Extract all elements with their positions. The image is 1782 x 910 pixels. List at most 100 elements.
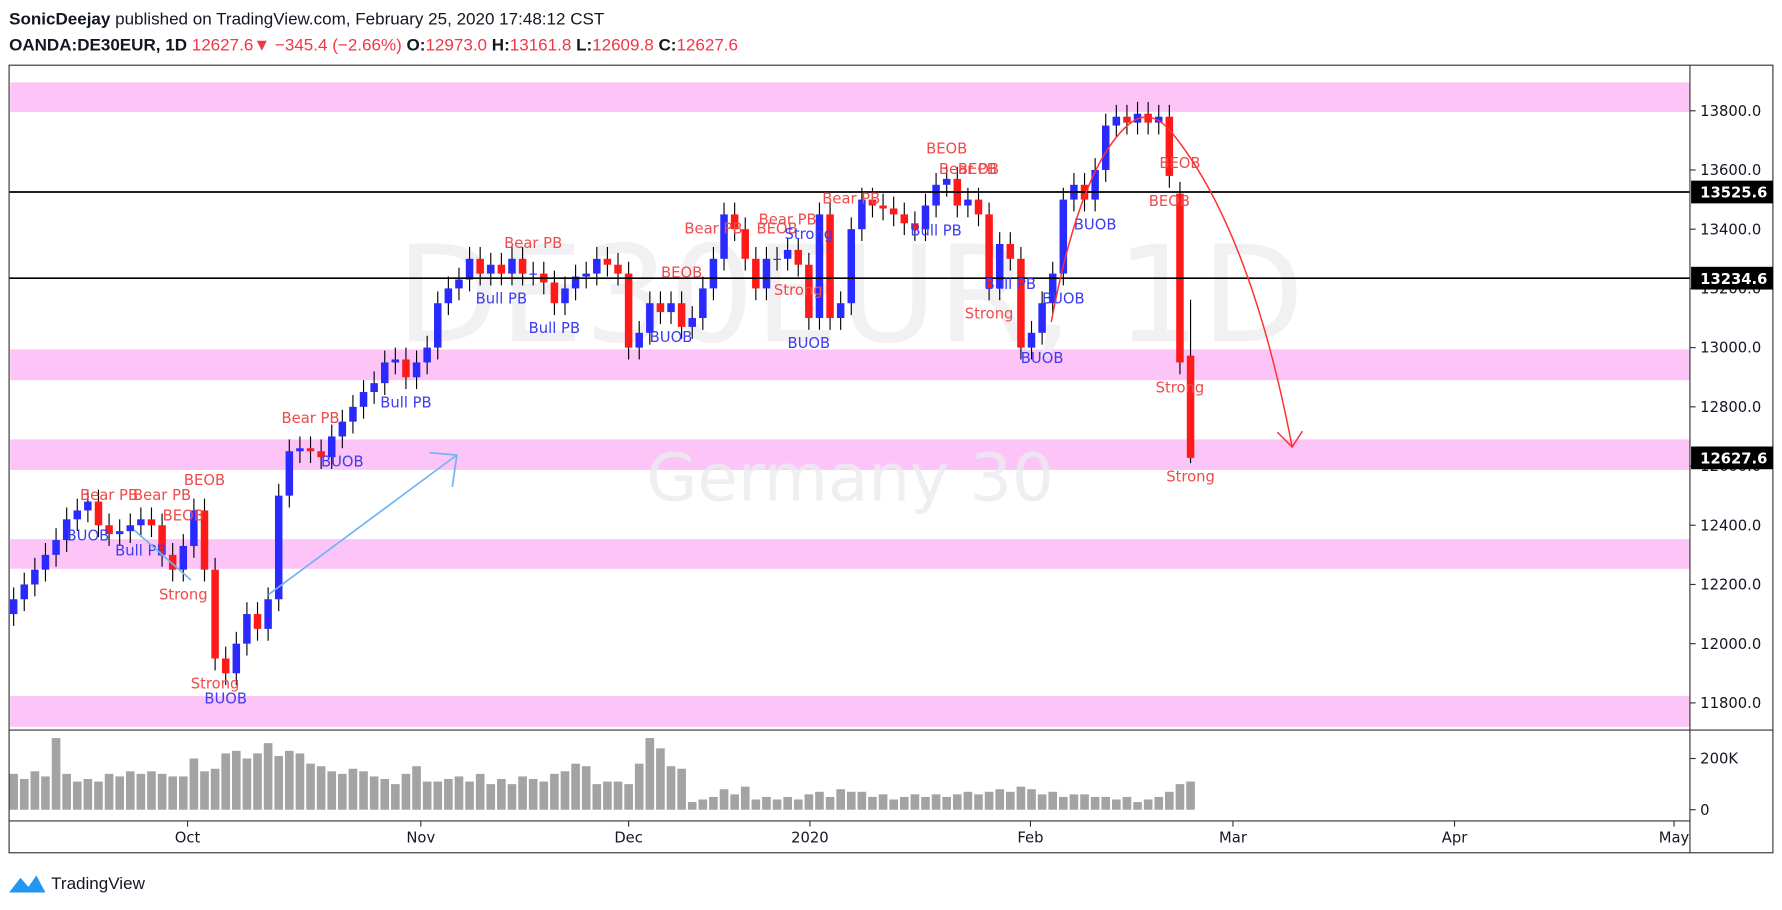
signal-label: Strong bbox=[785, 226, 834, 243]
volume-bar bbox=[677, 768, 686, 810]
volume-bar bbox=[30, 771, 40, 810]
volume-bar bbox=[1037, 794, 1047, 810]
volume-bar bbox=[783, 796, 792, 810]
signal-label: BEOB bbox=[756, 220, 797, 237]
candle-body bbox=[582, 273, 590, 277]
candle-body bbox=[794, 249, 803, 265]
candle-body bbox=[221, 658, 230, 674]
candle-body bbox=[709, 258, 718, 289]
volume-bar bbox=[231, 750, 241, 810]
candle-body bbox=[158, 525, 166, 555]
signal-label: Bear PB bbox=[822, 191, 880, 208]
candle-body bbox=[370, 383, 378, 393]
signal-label: BEOB bbox=[926, 140, 967, 157]
ohlc-value: 12609.8 bbox=[592, 35, 654, 54]
candle-body bbox=[1006, 244, 1015, 259]
candle-body bbox=[412, 362, 421, 378]
volume-bar bbox=[974, 794, 983, 810]
candle-body bbox=[84, 501, 92, 511]
candle-body bbox=[1059, 199, 1068, 274]
candle-body bbox=[900, 214, 909, 224]
volume-bar bbox=[539, 781, 549, 810]
volume-bar bbox=[910, 794, 920, 810]
candle-body bbox=[476, 258, 484, 274]
volume-bar bbox=[1090, 796, 1100, 810]
candle-body bbox=[94, 501, 103, 526]
candle-body bbox=[497, 264, 506, 274]
candle-body bbox=[105, 525, 113, 535]
candle-body bbox=[656, 303, 665, 313]
candle-body bbox=[836, 303, 845, 319]
volume-bar bbox=[804, 794, 814, 810]
volume-bar bbox=[1101, 796, 1111, 810]
candle-body bbox=[762, 258, 771, 289]
candle-body bbox=[646, 303, 654, 333]
candle-body bbox=[518, 258, 527, 274]
volume-bar bbox=[772, 799, 782, 810]
candle-body bbox=[942, 178, 951, 185]
volume-bar bbox=[19, 778, 29, 810]
volume-bar bbox=[634, 763, 644, 810]
volume-bar bbox=[656, 748, 665, 810]
volume-bar bbox=[380, 778, 390, 810]
volume-bar bbox=[1186, 781, 1195, 810]
y-tick-label: 12800.0 bbox=[1700, 399, 1761, 416]
candle-body bbox=[274, 495, 283, 600]
candle-body bbox=[815, 214, 824, 319]
signal-label: Strong bbox=[1156, 379, 1205, 396]
volume-bar bbox=[168, 776, 178, 810]
candle-body bbox=[264, 599, 272, 629]
volume-bar bbox=[1143, 799, 1153, 810]
candle-body bbox=[147, 519, 156, 526]
candle-body bbox=[465, 258, 474, 280]
volume-bar bbox=[497, 778, 506, 810]
volume-bar bbox=[793, 799, 803, 810]
candle-body bbox=[720, 214, 728, 259]
volume-bar bbox=[518, 776, 527, 810]
candle-body bbox=[1123, 116, 1131, 123]
volume-bar bbox=[952, 794, 962, 810]
volume-bar bbox=[486, 784, 496, 810]
zone bbox=[10, 349, 1690, 381]
y-tick-label: 13400.0 bbox=[1700, 221, 1761, 238]
signal-label: Strong bbox=[965, 305, 1014, 322]
volume-bar bbox=[825, 796, 835, 810]
volume-bar bbox=[931, 794, 941, 810]
signal-label: Bull PB bbox=[985, 276, 1036, 293]
volume-bar bbox=[740, 786, 750, 810]
volume-bar bbox=[9, 773, 18, 810]
candle-body bbox=[1101, 125, 1110, 170]
volume-bar bbox=[412, 766, 421, 810]
volume-bar bbox=[274, 755, 284, 810]
volume-bar bbox=[359, 771, 368, 810]
candle-body bbox=[1165, 116, 1174, 176]
level-price-label-bg bbox=[1691, 180, 1773, 204]
footer: TradingView bbox=[9, 874, 146, 893]
candle-body bbox=[529, 273, 537, 275]
volume-bar bbox=[51, 738, 61, 810]
level-price-label-bg bbox=[1691, 266, 1773, 290]
volume-bar bbox=[857, 791, 867, 810]
volume-bar bbox=[846, 791, 856, 810]
volume-bar bbox=[147, 771, 156, 810]
ohlc-key: L: bbox=[576, 35, 592, 54]
candle-body bbox=[444, 288, 453, 304]
candle-body bbox=[879, 205, 887, 209]
signal-label: Bear PB bbox=[80, 487, 138, 504]
y-tick-label: 13000.0 bbox=[1700, 340, 1761, 357]
volume-bar bbox=[316, 766, 326, 810]
last-price: 12627.6 bbox=[192, 35, 254, 54]
volume-bar bbox=[189, 758, 199, 810]
signal-label: Bear PB bbox=[939, 161, 997, 178]
volume-bar bbox=[921, 796, 930, 810]
ohlc-key: O: bbox=[407, 35, 426, 54]
x-tick-label: Apr bbox=[1442, 830, 1468, 847]
volume-bar bbox=[327, 771, 337, 810]
volume-bar bbox=[1154, 796, 1164, 810]
signal-label: Strong bbox=[774, 282, 823, 299]
volume-bar bbox=[645, 738, 655, 810]
volume-bar bbox=[698, 799, 708, 810]
volume-bar bbox=[210, 768, 220, 810]
signal-label: BUOB bbox=[1042, 291, 1085, 308]
header-line-2: OANDA:DE30EUR, 1D 12627.6▼ −345.4 (−2.66… bbox=[9, 35, 738, 54]
